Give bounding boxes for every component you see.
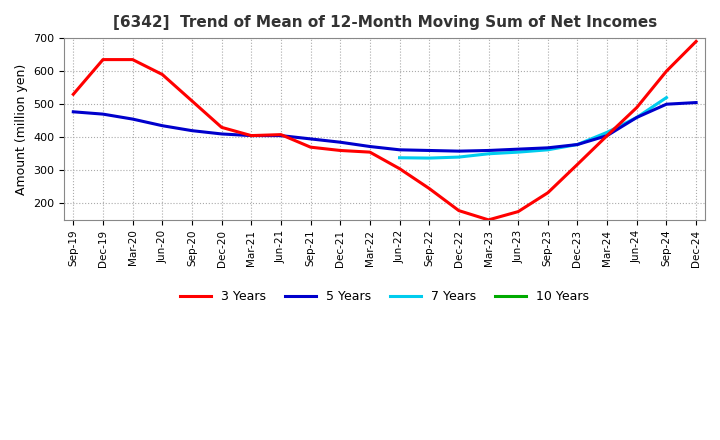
7 Years [395,155,404,161]
3 Years [544,190,552,195]
3 Years [632,105,641,110]
3 Years [484,217,492,223]
3 Years [366,150,374,155]
5 Years [276,133,285,138]
Y-axis label: Amount (million yen): Amount (million yen) [15,63,28,194]
3 Years [158,72,166,77]
3 Years [454,208,463,213]
Line: 5 Years: 5 Years [73,103,696,151]
3 Years [573,162,582,167]
7 Years [454,154,463,160]
5 Years [99,111,107,117]
7 Years [603,130,611,135]
5 Years [188,128,197,133]
5 Years [514,147,523,152]
5 Years [573,142,582,147]
7 Years [573,142,582,147]
3 Years [276,132,285,137]
5 Years [454,148,463,154]
3 Years [603,133,611,138]
5 Years [336,139,345,145]
3 Years [692,39,701,44]
Legend: 3 Years, 5 Years, 7 Years, 10 Years: 3 Years, 5 Years, 7 Years, 10 Years [175,285,595,308]
3 Years [395,166,404,171]
7 Years [632,115,641,120]
5 Years [247,133,256,138]
3 Years [336,148,345,153]
7 Years [484,151,492,156]
5 Years [395,147,404,152]
3 Years [217,125,226,130]
5 Years [217,131,226,136]
3 Years [128,57,137,62]
7 Years [662,95,671,100]
Title: [6342]  Trend of Mean of 12-Month Moving Sum of Net Incomes: [6342] Trend of Mean of 12-Month Moving … [112,15,657,30]
7 Years [425,155,433,161]
Line: 7 Years: 7 Years [400,98,667,158]
3 Years [247,133,256,138]
5 Years [603,133,611,138]
3 Years [514,209,523,214]
3 Years [188,98,197,103]
Line: 3 Years: 3 Years [73,41,696,220]
3 Years [69,92,78,97]
5 Years [158,123,166,128]
5 Years [425,148,433,153]
5 Years [632,115,641,120]
5 Years [692,100,701,105]
3 Years [99,57,107,62]
5 Years [128,117,137,122]
5 Years [484,148,492,153]
5 Years [544,145,552,150]
5 Years [69,109,78,114]
5 Years [662,102,671,107]
7 Years [544,147,552,152]
3 Years [425,186,433,191]
3 Years [662,69,671,74]
5 Years [366,144,374,149]
5 Years [306,136,315,142]
7 Years [514,150,523,155]
3 Years [306,144,315,150]
